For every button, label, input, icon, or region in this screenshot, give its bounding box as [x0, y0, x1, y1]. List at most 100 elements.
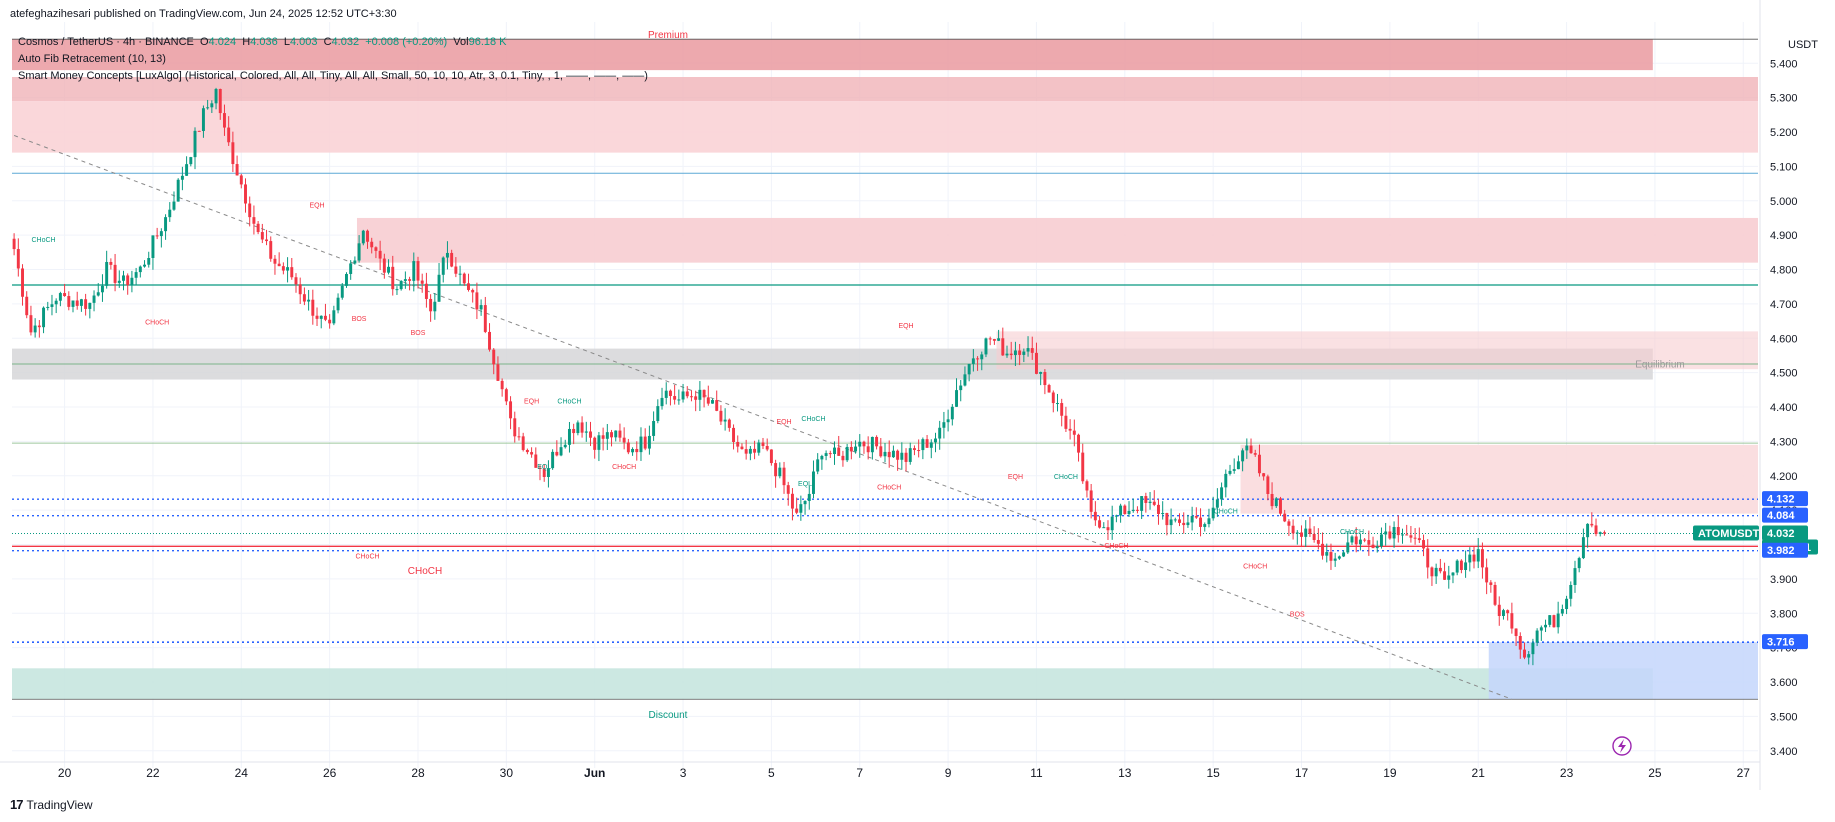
- smc-label: CHoCH: [1104, 543, 1128, 550]
- candle-down: [1552, 614, 1556, 628]
- smc-label: CHoCH: [31, 237, 55, 244]
- candle-body: [79, 299, 83, 306]
- candle-down: [84, 293, 88, 316]
- candle-up: [92, 290, 96, 312]
- candle-body: [900, 452, 904, 460]
- indicator-fib[interactable]: Auto Fib Retracement (10, 13): [18, 53, 166, 65]
- candle-body: [593, 437, 597, 450]
- candle-body: [96, 292, 100, 296]
- candle-down: [1590, 512, 1594, 528]
- candle-body: [1598, 532, 1602, 535]
- candle-down: [828, 450, 832, 459]
- candle-down: [1485, 558, 1489, 595]
- x-tick-label: 5: [768, 766, 775, 780]
- candle-body: [1253, 453, 1257, 455]
- candle-body: [942, 422, 946, 428]
- candle-down: [727, 418, 731, 432]
- smc-label: EQL: [537, 464, 551, 471]
- candle-body: [689, 396, 693, 398]
- candle-body: [1287, 521, 1291, 526]
- candle-down: [1194, 507, 1198, 519]
- candle-body: [559, 447, 563, 456]
- candle-body: [433, 301, 437, 312]
- premium-label: Premium: [648, 30, 688, 41]
- candle-body: [1102, 527, 1106, 529]
- candle-up: [403, 271, 407, 289]
- fib-box-blue: [1488, 642, 1758, 700]
- candle-down: [862, 440, 866, 454]
- candle-body: [370, 241, 374, 248]
- candle-body: [929, 442, 933, 448]
- candle-body: [534, 454, 538, 468]
- candle-body: [584, 431, 588, 433]
- candle-down: [912, 445, 916, 456]
- candle-up: [883, 443, 887, 463]
- candle-up: [698, 381, 702, 412]
- badge-3-982-bg: [1762, 542, 1808, 558]
- candle-body: [496, 364, 500, 381]
- candle-down: [1329, 543, 1333, 570]
- candle-body: [1447, 575, 1451, 580]
- candle-body: [454, 266, 458, 274]
- candle-body: [302, 294, 306, 302]
- candle-body: [1085, 481, 1089, 491]
- candle-body: [812, 471, 815, 494]
- candle-body: [660, 397, 664, 407]
- candle-down: [235, 155, 239, 176]
- candle-body: [172, 201, 176, 210]
- candle-body: [635, 448, 639, 453]
- candle-down: [467, 273, 470, 292]
- candle-up: [361, 229, 365, 246]
- x-tick-label: 11: [1030, 766, 1043, 780]
- x-tick-label: 9: [945, 766, 952, 780]
- symbol-title[interactable]: Cosmos / TetherUS · 4h · BINANCE: [18, 36, 194, 48]
- indicator-smc[interactable]: Smart Money Concepts [LuxAlgo] (Historic…: [18, 70, 648, 82]
- candle-up: [950, 404, 954, 426]
- candle-body: [231, 142, 235, 165]
- candle-up: [117, 270, 121, 288]
- change-value: +0.008 (+0.20%): [365, 36, 448, 48]
- high-label: H: [242, 36, 251, 48]
- candle-body: [1110, 516, 1114, 531]
- candle-body: [778, 467, 782, 477]
- candle-body: [1173, 519, 1177, 521]
- candle-body: [100, 285, 104, 293]
- candle-down: [1367, 530, 1371, 556]
- candle-up: [1333, 552, 1337, 567]
- candle-down: [277, 252, 281, 267]
- candle-body: [366, 230, 369, 242]
- candle-body: [286, 267, 290, 271]
- candle-up: [605, 424, 609, 450]
- open-value: 4.024: [208, 36, 237, 48]
- candle-down: [530, 447, 534, 458]
- candle-down: [719, 405, 723, 426]
- candle-body: [1039, 372, 1043, 374]
- candle-down: [525, 448, 529, 455]
- candle-down: [879, 438, 883, 458]
- candle-body: [1316, 540, 1320, 544]
- candle-body: [1114, 515, 1118, 517]
- lightning-icon[interactable]: [1612, 736, 1632, 756]
- candle-body: [1577, 558, 1581, 569]
- candle-up: [395, 286, 399, 295]
- candle-body: [841, 455, 845, 461]
- candle-down: [311, 289, 315, 325]
- candle-down: [75, 291, 79, 310]
- candle-down: [1438, 558, 1442, 574]
- candle-down: [761, 437, 765, 450]
- y-tick-label: 5.300: [1770, 93, 1798, 105]
- candle-body: [597, 435, 601, 450]
- candle-down: [1413, 528, 1417, 545]
- candle-down: [744, 439, 748, 460]
- candle-up: [138, 265, 142, 278]
- candle-body: [1409, 535, 1413, 538]
- candle-body: [1565, 598, 1569, 610]
- candle-down: [1051, 390, 1055, 413]
- candle-down: [492, 348, 496, 375]
- candle-down: [67, 291, 71, 311]
- smc-label: EQH: [309, 203, 324, 210]
- candle-down: [323, 303, 327, 322]
- candle-body: [492, 349, 496, 365]
- candle-up: [803, 500, 807, 515]
